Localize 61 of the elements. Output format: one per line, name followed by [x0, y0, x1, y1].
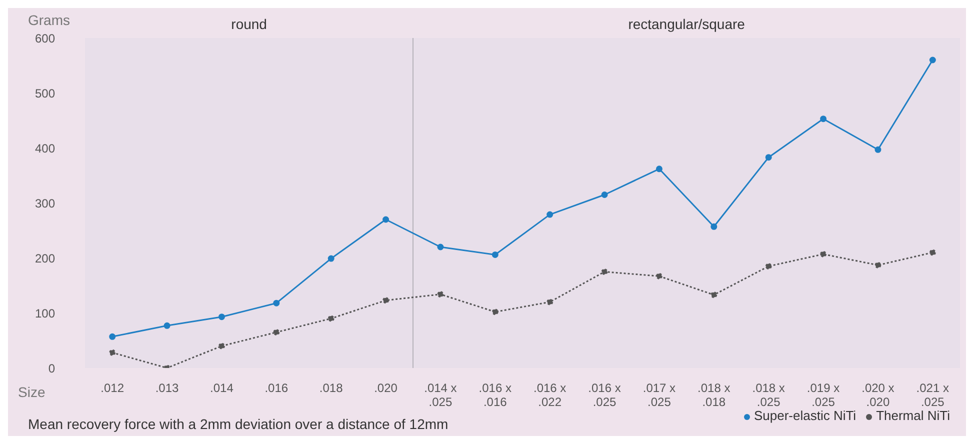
y-tick-label: 400 — [34, 141, 56, 156]
point — [765, 154, 772, 161]
x-tick-label: .020 — [374, 381, 398, 395]
x-tick-label: .016 x .022 — [533, 381, 566, 409]
y-axis-title: Grams — [28, 12, 70, 28]
point — [437, 244, 444, 250]
x-tick-label: .018 x .018 — [698, 381, 730, 409]
point — [164, 322, 170, 329]
x-tick-label: .012 — [100, 381, 124, 395]
x-tick-label: .016 x .016 — [478, 381, 512, 409]
point — [765, 263, 772, 270]
point — [328, 255, 334, 262]
point — [710, 223, 718, 230]
point — [382, 216, 390, 223]
y-tick-label: 100 — [34, 306, 56, 320]
point — [382, 297, 390, 304]
x-tick-label: .020 x .020 — [862, 381, 894, 409]
point — [874, 262, 882, 268]
point — [218, 314, 225, 320]
point — [109, 349, 116, 356]
y-tick-label: 300 — [34, 196, 56, 210]
point — [546, 211, 554, 218]
x-tick-label: .014 x .025 — [424, 381, 457, 409]
x-tick-label: .018 — [319, 381, 344, 395]
point — [820, 116, 827, 122]
y-tick-label: 600 — [34, 31, 56, 46]
point — [437, 291, 444, 298]
y-tick-label: 0 — [48, 361, 56, 376]
x-tick-label: .016 — [264, 381, 288, 395]
x-tick-label: .013 — [155, 381, 180, 395]
legend-label: Thermal NiTi — [876, 408, 950, 423]
x-tick-label: .014 — [210, 381, 234, 395]
x-tick-label: .016 x .025 — [588, 381, 621, 409]
point — [218, 342, 225, 350]
text: rectangular/square — [627, 16, 746, 32]
point — [656, 166, 662, 172]
point — [710, 292, 718, 298]
point — [601, 192, 608, 198]
y-tick-label: 200 — [34, 251, 56, 266]
point — [273, 300, 280, 306]
point — [601, 268, 608, 275]
x-tick-label: .018 x .025 — [752, 381, 785, 409]
x-tick-label: .019 x .025 — [806, 381, 840, 409]
point — [656, 272, 662, 280]
text: round — [230, 16, 268, 32]
text: Mean recovery force with a 2mm deviation over a distance of 12mm — [28, 416, 448, 432]
point — [273, 329, 280, 336]
point — [874, 146, 882, 153]
point — [328, 315, 334, 322]
x-tick-label: .021 x .025 — [916, 381, 950, 409]
x-axis-title: Size — [18, 384, 46, 400]
x-tick-label: .017 x .025 — [642, 381, 676, 409]
point — [109, 333, 116, 340]
point — [492, 308, 498, 316]
y-tick-label: 500 — [34, 86, 56, 100]
point — [820, 250, 827, 258]
legend-label: Super-elastic NiTi — [754, 408, 856, 423]
point — [546, 298, 554, 306]
point — [492, 251, 498, 258]
point — [929, 249, 936, 256]
point — [929, 56, 936, 64]
